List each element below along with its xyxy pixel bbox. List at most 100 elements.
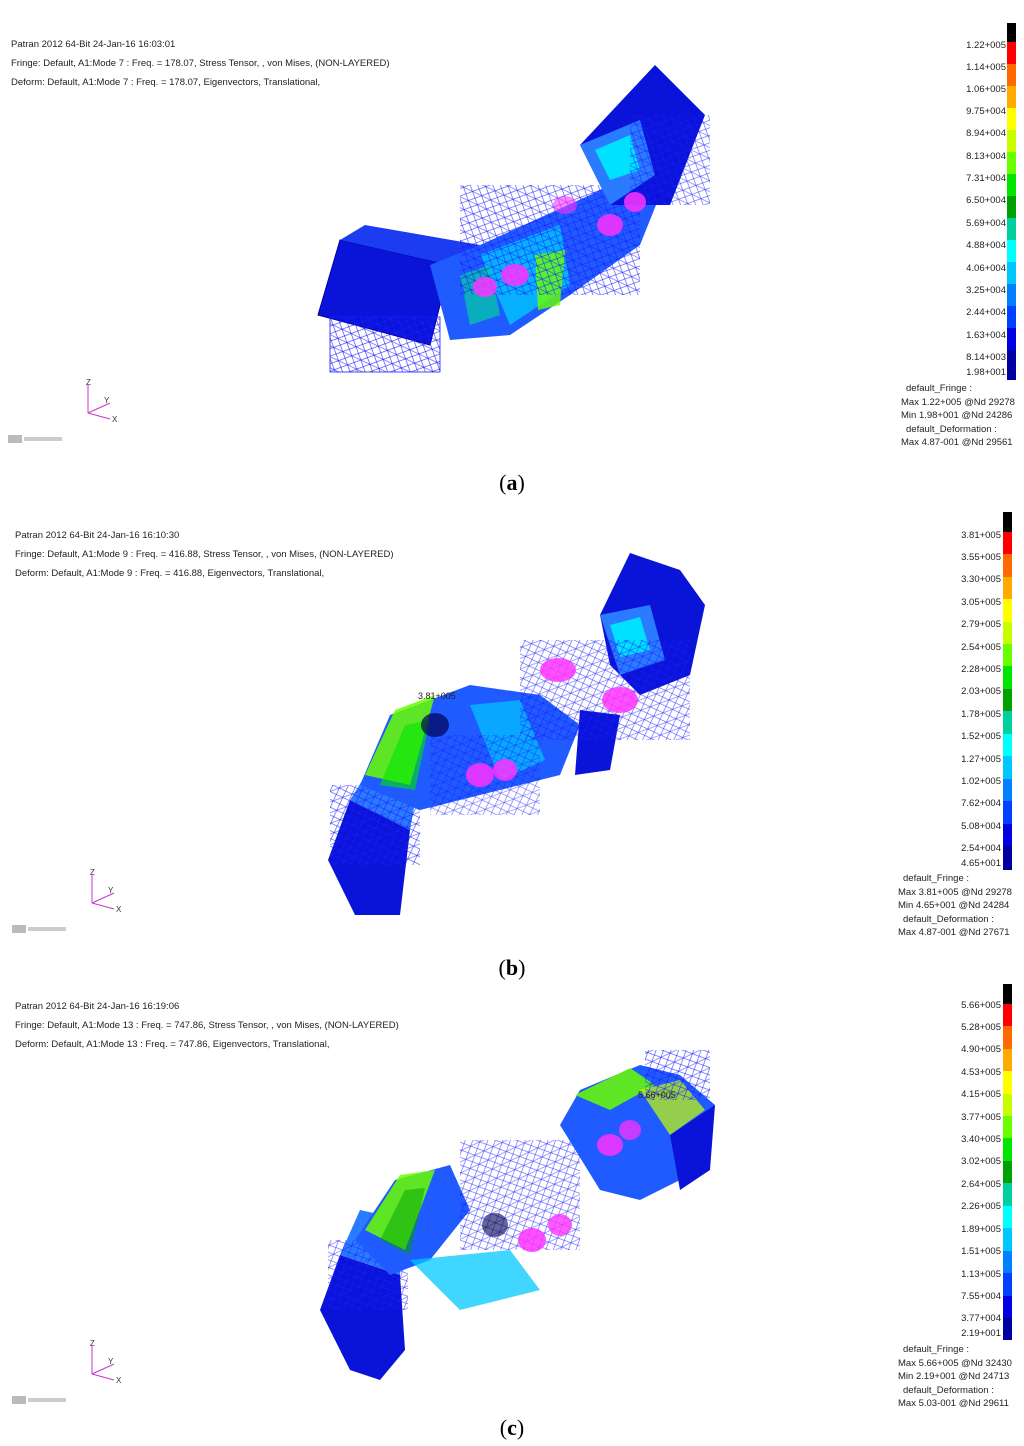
axis-x-label: X (116, 1376, 122, 1385)
legend-value: 2.54+004 (961, 843, 1001, 854)
header-fringe: Fringe: Default, A1:Mode 13 : Freq. = 74… (15, 1020, 399, 1031)
caption-letter: a (506, 470, 518, 495)
legend-value: 1.02+005 (961, 776, 1001, 787)
stats-deformation-max: Max 4.87-001 @Nd 29561 (901, 437, 1013, 449)
legend-value: 4.06+004 (966, 263, 1006, 274)
legend-value: 4.53+005 (961, 1067, 1001, 1078)
legend-swatch (1003, 644, 1012, 666)
panel-b: Patran 2012 64-Bit 24-Jan-16 16:10:30 Fr… (0, 490, 1024, 980)
axis-x-label: X (112, 415, 118, 424)
legend-value: 2.26+005 (961, 1201, 1001, 1212)
legend-swatch (1003, 1116, 1012, 1138)
legend-swatch (1003, 1004, 1012, 1026)
stats-deformation-title: default_Deformation : (903, 1384, 994, 1396)
legend-swatch (1003, 1206, 1012, 1228)
legend-value: 2.54+005 (961, 642, 1001, 653)
legend-swatch (1007, 42, 1016, 64)
legend-swatch (1007, 240, 1016, 262)
max-stress-marker: 3.81+005 (418, 691, 456, 701)
legend-swatch (1003, 666, 1012, 689)
result-stats: default_Fringe : Max 3.81+005 @Nd 29278 … (898, 872, 1012, 940)
axis-y-label: Y (108, 1357, 114, 1366)
legend-value: 7.31+004 (966, 173, 1006, 184)
legend-value: 3.77+005 (961, 1112, 1001, 1123)
legend-value: 3.81+005 (961, 530, 1001, 541)
legend-swatch (1003, 577, 1012, 599)
legend-value: 1.78+005 (961, 709, 1001, 720)
legend-value: 5.66+005 (961, 1000, 1001, 1011)
legend-value: 8.14+003 (966, 352, 1006, 363)
caption-b: (b) (498, 955, 526, 980)
stats-fringe-min: Min 4.65+001 @Nd 24284 (898, 900, 1010, 912)
panel-c: Patran 2012 64-Bit 24-Jan-16 16:19:06 Fr… (0, 980, 1024, 1446)
legend-swatch (1003, 756, 1012, 779)
axis-z-label: Z (90, 1339, 95, 1348)
legend-swatch (1007, 328, 1016, 350)
legend-value: 1.22+005 (966, 40, 1006, 51)
legend-swatch (1007, 108, 1016, 130)
legend-value: 1.06+005 (966, 84, 1006, 95)
legend-swatch (1003, 1228, 1012, 1251)
legend-value: 3.77+004 (961, 1313, 1001, 1324)
legend-value: 4.90+005 (961, 1044, 1001, 1055)
legend-swatch (1003, 1251, 1012, 1273)
legend-value: 2.79+005 (961, 619, 1001, 630)
legend-value: 1.27+005 (961, 754, 1001, 765)
legend-value: 2.28+005 (961, 664, 1001, 675)
legend-value: 9.75+004 (966, 106, 1006, 117)
legend-value: 4.65+001 (961, 858, 1001, 869)
legend-swatch (1007, 86, 1016, 108)
caption-a: (a) (499, 470, 525, 495)
header-timestamp: Patran 2012 64-Bit 24-Jan-16 16:10:30 (15, 530, 180, 541)
legend-value: 2.44+004 (966, 307, 1006, 318)
panel-a: Patran 2012 64-Bit 24-Jan-16 16:03:01 Fr… (0, 0, 1024, 495)
legend-swatch (1003, 801, 1012, 824)
legend-value: 7.62+004 (961, 798, 1001, 809)
legend-swatch (1003, 734, 1012, 756)
software-logo (8, 435, 62, 443)
legend-swatch (1003, 1138, 1012, 1161)
software-logo (12, 1396, 66, 1404)
axis-z-label: Z (90, 868, 95, 877)
legend-swatch (1003, 1318, 1012, 1340)
legend-value: 1.63+004 (966, 330, 1006, 341)
stats-fringe-max: Max 1.22+005 @Nd 29278 (901, 396, 1015, 408)
legend-value: 5.28+005 (961, 1022, 1001, 1033)
header-deform: Deform: Default, A1:Mode 9 : Freq. = 416… (15, 568, 325, 579)
legend-value: 1.13+005 (961, 1269, 1001, 1280)
legend-swatch (1003, 512, 1012, 532)
axis-y-label: Y (108, 886, 114, 895)
legend-value: 1.98+001 (966, 367, 1006, 378)
legend-value: 1.89+005 (961, 1224, 1001, 1235)
legend-swatch (1007, 306, 1016, 328)
legend-value: 3.25+004 (966, 285, 1006, 296)
legend-swatch (1003, 1296, 1012, 1318)
legend-swatch (1003, 1071, 1012, 1094)
stats-fringe-title: default_Fringe : (903, 873, 970, 884)
legend-value: 3.30+005 (961, 574, 1001, 585)
legend-swatch (1003, 1183, 1012, 1206)
legend-value: 2.64+005 (961, 1179, 1001, 1190)
legend-value: 5.69+004 (966, 218, 1006, 229)
legend-value: 2.19+001 (961, 1328, 1001, 1339)
stats-deformation-title: default_Deformation : (903, 913, 994, 925)
legend-swatch (1007, 196, 1016, 218)
legend-swatch (1003, 824, 1012, 846)
stats-fringe-min: Min 1.98+001 @Nd 24286 (901, 410, 1013, 422)
legend-swatch (1003, 622, 1012, 644)
result-stats: default_Fringe : Max 1.22+005 @Nd 29278 … (901, 382, 1015, 450)
header-deform: Deform: Default, A1:Mode 7 : Freq. = 178… (11, 77, 321, 88)
legend-swatch (1003, 1094, 1012, 1116)
legend-value: 3.02+005 (961, 1156, 1001, 1167)
caption-c: (c) (499, 1415, 525, 1440)
legend-value: 8.13+004 (966, 151, 1006, 162)
legend-swatch (1007, 174, 1016, 196)
stats-fringe-max: Max 3.81+005 @Nd 29278 (898, 886, 1012, 898)
legend-swatch (1003, 984, 1012, 1004)
legend-value: 1.14+005 (966, 62, 1006, 73)
stats-deformation-max: Max 5.03-001 @Nd 29611 (898, 1398, 1009, 1410)
legend-swatch (1003, 689, 1012, 711)
legend-swatch (1003, 532, 1012, 554)
software-logo (12, 925, 66, 933)
legend-value: 3.40+005 (961, 1134, 1001, 1145)
